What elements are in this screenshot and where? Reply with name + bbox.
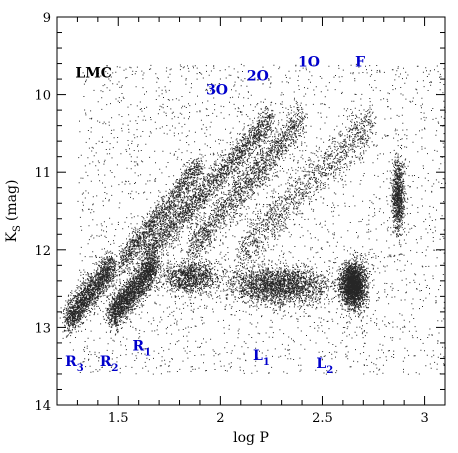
y-tick-label: 12 bbox=[34, 244, 51, 259]
annotation-3o-main: 3O bbox=[206, 83, 228, 99]
annotation-r3: R3 bbox=[65, 354, 84, 374]
annotation-r2: R2 bbox=[100, 354, 119, 374]
annotation-1o: 1O bbox=[298, 55, 320, 71]
axis-ticks bbox=[57, 16, 446, 406]
annotation-l1-subscript: 1 bbox=[263, 357, 270, 368]
annotation-2o-main: 2O bbox=[247, 69, 269, 85]
y-tick-label: 11 bbox=[34, 166, 51, 181]
y-tick-label: 14 bbox=[34, 399, 51, 414]
x-tick-label: 3 bbox=[420, 411, 428, 426]
annotation-l1: L1 bbox=[253, 348, 270, 368]
plot-frame bbox=[56, 16, 446, 406]
scatter-points bbox=[59, 63, 446, 375]
x-axis-title: log P bbox=[233, 430, 269, 446]
annotation-r3-subscript: 3 bbox=[77, 363, 84, 374]
annotation-f: F bbox=[355, 55, 365, 71]
y-axis-title-unit: (mag) bbox=[4, 180, 20, 222]
annotation-lmc-main: LMC bbox=[75, 66, 111, 82]
x-tick-label: 2 bbox=[216, 411, 224, 426]
annotation-r2-main: R bbox=[100, 354, 112, 370]
y-tick-label: 10 bbox=[34, 89, 51, 104]
x-tick-label: 1.5 bbox=[108, 411, 129, 426]
annotation-r2-subscript: 2 bbox=[112, 363, 119, 374]
y-tick-label: 13 bbox=[34, 321, 51, 336]
annotation-f-main: F bbox=[355, 55, 365, 71]
y-tick-label: 9 bbox=[43, 11, 51, 26]
annotation-l2-subscript: 2 bbox=[326, 365, 333, 376]
annotation-l2-main: L bbox=[316, 356, 326, 372]
annotation-lmc: LMC bbox=[75, 66, 111, 82]
annotation-r3-main: R bbox=[65, 354, 77, 370]
annotation-3o: 3O bbox=[206, 83, 228, 99]
scatter-point-cloud bbox=[59, 63, 446, 375]
annotation-2o: 2O bbox=[247, 69, 269, 85]
annotation-1o-main: 1O bbox=[298, 55, 320, 71]
annotation-r1-main: R bbox=[133, 339, 145, 355]
y-axis-title: KS (mag) bbox=[4, 180, 23, 243]
annotation-r1: R1 bbox=[133, 339, 152, 359]
x-tick-label: 2.5 bbox=[312, 411, 333, 426]
annotation-l2: L2 bbox=[316, 356, 333, 376]
x-axis-title-text: log P bbox=[233, 430, 269, 446]
y-axis-title-subscript: S bbox=[12, 225, 23, 232]
annotation-r1-subscript: 1 bbox=[144, 348, 151, 359]
annotation-l1-main: L bbox=[253, 348, 263, 364]
y-axis-title-main: K bbox=[4, 231, 20, 242]
